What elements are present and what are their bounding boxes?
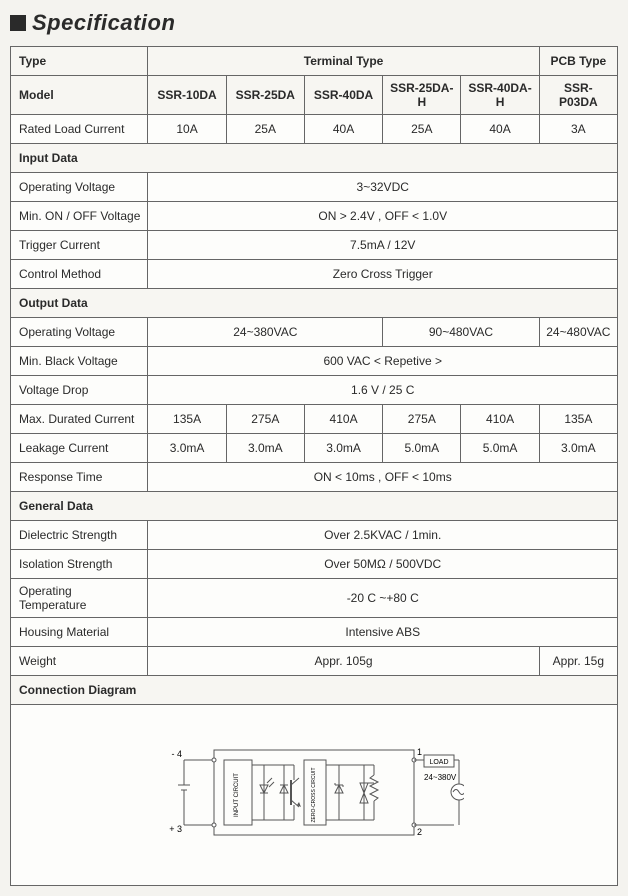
- rated-load-cell: 40A: [461, 115, 539, 144]
- section-output-data: Output Data: [11, 289, 618, 318]
- section-general-data: General Data: [11, 492, 618, 521]
- rated-load-cell: 40A: [304, 115, 382, 144]
- model-cell: SSR-40DA: [304, 76, 382, 115]
- leakage-cell: 3.0mA: [539, 434, 617, 463]
- isolation-label: Isolation Strength: [11, 550, 148, 579]
- leakage-cell: 3.0mA: [226, 434, 304, 463]
- operating-voltage-label: Operating Voltage: [11, 173, 148, 202]
- leakage-cell: 5.0mA: [461, 434, 539, 463]
- header-type: Type: [11, 47, 148, 76]
- optemp-label: Operating Temperature: [11, 579, 148, 618]
- leakage-cell: 5.0mA: [383, 434, 461, 463]
- diagram-pin1: 1: [417, 747, 422, 757]
- model-cell: SSR-40DA-H: [461, 76, 539, 115]
- max-durated-cell: 135A: [539, 405, 617, 434]
- response: ON < 10ms , OFF < 10ms: [148, 463, 618, 492]
- dielectric: Over 2.5KVAC / 1min.: [148, 521, 618, 550]
- max-durated-cell: 410A: [461, 405, 539, 434]
- operating-voltage: 3~32VDC: [148, 173, 618, 202]
- min-black-label: Min. Black Voltage: [11, 347, 148, 376]
- diagram-pin3: + 3: [169, 824, 182, 834]
- rated-load-cell: 3A: [539, 115, 617, 144]
- diagram-pin4: - 4: [171, 749, 182, 759]
- connection-diagram-icon: - 4 + 3 INPUT CIRCUIT: [164, 735, 464, 855]
- control-method: Zero Cross Trigger: [148, 260, 618, 289]
- rated-load-cell: 25A: [383, 115, 461, 144]
- leakage-cell: 3.0mA: [304, 434, 382, 463]
- diagram-pin2: 2: [417, 827, 422, 837]
- response-label: Response Time: [11, 463, 148, 492]
- header-model: Model: [11, 76, 148, 115]
- rated-load-label: Rated Load Current: [11, 115, 148, 144]
- section-connection: Connection Diagram: [11, 676, 618, 705]
- weight-terminal: Appr. 105g: [148, 647, 539, 676]
- out-opv-3: 24~480VAC: [539, 318, 617, 347]
- connection-diagram-cell: - 4 + 3 INPUT CIRCUIT: [11, 705, 618, 886]
- voltage-drop: 1.6 V / 25 C: [148, 376, 618, 405]
- section-input-data: Input Data: [11, 144, 618, 173]
- model-cell: SSR-P03DA: [539, 76, 617, 115]
- max-durated-cell: 135A: [148, 405, 226, 434]
- dielectric-label: Dielectric Strength: [11, 521, 148, 550]
- model-cell: SSR-25DA-H: [383, 76, 461, 115]
- max-durated-label: Max. Durated Current: [11, 405, 148, 434]
- rated-load-cell: 25A: [226, 115, 304, 144]
- model-cell: SSR-10DA: [148, 76, 226, 115]
- control-method-label: Control Method: [11, 260, 148, 289]
- diagram-input-circuit: INPUT CIRCUIT: [234, 773, 240, 817]
- isolation: Over 50MΩ / 500VDC: [148, 550, 618, 579]
- trigger-current-label: Trigger Current: [11, 231, 148, 260]
- leakage-cell: 3.0mA: [148, 434, 226, 463]
- header-pcb: PCB Type: [539, 47, 617, 76]
- weight-label: Weight: [11, 647, 148, 676]
- min-onoff-label: Min. ON / OFF Voltage: [11, 202, 148, 231]
- diagram-voltage: 24~380V: [424, 773, 457, 782]
- out-opv-1: 24~380VAC: [148, 318, 383, 347]
- title-bullet-icon: [10, 15, 26, 31]
- page-title-row: Specification: [10, 10, 618, 36]
- housing: Intensive ABS: [148, 618, 618, 647]
- diagram-load: LOAD: [429, 759, 448, 766]
- trigger-current: 7.5mA / 12V: [148, 231, 618, 260]
- rated-load-cell: 10A: [148, 115, 226, 144]
- leakage-label: Leakage Current: [11, 434, 148, 463]
- header-terminal: Terminal Type: [148, 47, 539, 76]
- out-opv-2: 90~480VAC: [383, 318, 540, 347]
- diagram-zero-cross: ZERO-CROSS CIRCUIT: [311, 768, 317, 823]
- max-durated-cell: 410A: [304, 405, 382, 434]
- max-durated-cell: 275A: [383, 405, 461, 434]
- min-black: 600 VAC < Repetive >: [148, 347, 618, 376]
- page-title: Specification: [32, 10, 175, 36]
- model-cell: SSR-25DA: [226, 76, 304, 115]
- max-durated-cell: 275A: [226, 405, 304, 434]
- min-onoff: ON > 2.4V , OFF < 1.0V: [148, 202, 618, 231]
- housing-label: Housing Material: [11, 618, 148, 647]
- weight-pcb: Appr. 15g: [539, 647, 617, 676]
- optemp: -20 C ~+80 C: [148, 579, 618, 618]
- out-opv-label: Operating Voltage: [11, 318, 148, 347]
- voltage-drop-label: Voltage Drop: [11, 376, 148, 405]
- spec-table: Type Terminal Type PCB Type Model SSR-10…: [10, 46, 618, 886]
